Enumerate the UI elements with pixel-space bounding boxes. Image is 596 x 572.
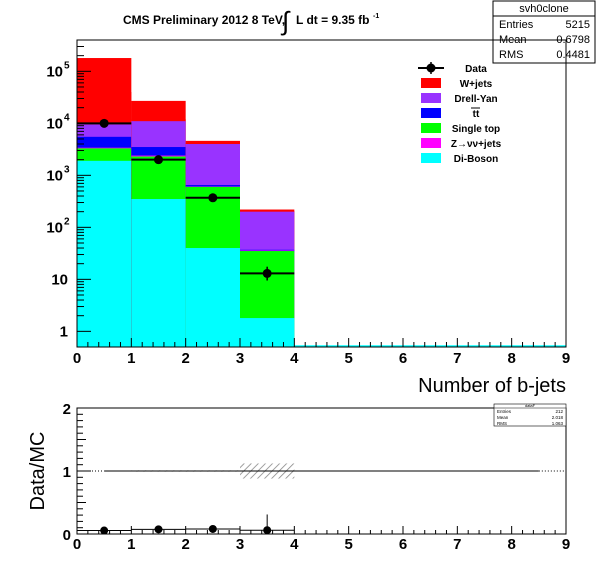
ratio-x-tick-label: 9 [562, 536, 570, 553]
y-tick-exponent: 5 [64, 60, 70, 71]
legend-swatch [421, 108, 441, 118]
small-stats-rms-value: 1.063 [552, 421, 564, 426]
chart-title: CMS Preliminary 2012 8 TeV, ∫ L dt = 9.3… [123, 6, 379, 36]
data-point [208, 193, 218, 203]
legend-data-marker [426, 63, 436, 73]
y-tick-exponent: 2 [64, 216, 70, 227]
data-point [99, 118, 109, 128]
title-right-text: L dt = 9.35 fb [296, 13, 369, 27]
legend-swatch [421, 123, 441, 133]
ratio-y-axis-title: Data/MC [27, 432, 49, 511]
ratio-y-tick-label: 2 [63, 401, 71, 418]
main-plot-frame [76, 39, 567, 348]
x-tick-label: 5 [344, 350, 352, 367]
small-stats-box: dataF Entries 212 Mean 2.018 RMS 1.063 [493, 403, 567, 427]
y-tick-label: 1 [60, 323, 68, 340]
ratio-y-tick-label: 1 [63, 464, 71, 481]
x-tick-label: 9 [562, 350, 570, 367]
data-points [77, 118, 295, 281]
stack-bar-di-boson [77, 160, 132, 347]
stats-rms-label: RMS [499, 49, 523, 61]
ratio-plot: 0 1 2 3 4 5 6 7 8 9 0 1 2 Data/MC dataF Entries 212… [27, 401, 570, 553]
legend-swatch [421, 138, 441, 148]
small-stats-mean-value: 2.018 [552, 415, 564, 420]
ratio-x-tick-label: 2 [181, 536, 189, 553]
ratio-points [77, 514, 295, 535]
y-tick-exponent: 3 [64, 164, 70, 175]
stats-entries-label: Entries [499, 19, 534, 31]
ratio-x-axis: 0 1 2 3 4 5 6 7 8 9 [73, 526, 570, 553]
small-stats-box-name: dataF [525, 403, 536, 408]
data-point [154, 155, 163, 165]
stats-box-name: svh0clone [519, 3, 569, 15]
stats-entries-value: 5215 [566, 19, 590, 31]
legend-label: Di-Boson [454, 154, 498, 165]
ratio-point [263, 526, 272, 535]
x-tick-label: 7 [453, 350, 461, 367]
legend-label: tt [473, 109, 480, 120]
ratio-x-tick-label: 1 [127, 536, 135, 553]
ratio-x-tick-label: 6 [399, 536, 407, 553]
stack-bar-di-boson [240, 318, 295, 347]
y-tick-label: 10 [46, 219, 63, 236]
x-tick-label: 0 [73, 350, 81, 367]
ratio-x-tick-label: 5 [344, 536, 352, 553]
small-stats-box-frame [493, 403, 567, 427]
x-axis-title: Number of b-jets [418, 375, 566, 397]
legend-label: W+jets [460, 79, 493, 90]
stats-rms-value: 0.4481 [556, 49, 590, 61]
ratio-x-tick-label: 7 [453, 536, 461, 553]
data-point [262, 268, 272, 278]
x-tick-label: 2 [181, 350, 189, 367]
legend-label: Z→νν+jets [451, 139, 502, 150]
y-tick-label: 10 [46, 115, 63, 132]
title-left-text: CMS Preliminary 2012 8 TeV, [123, 13, 285, 27]
legend-label: Data [465, 64, 487, 75]
y-tick-label: 10 [51, 271, 68, 288]
stack-bar-di-boson [185, 248, 240, 347]
ratio-y-tick-label: 0 [63, 527, 71, 544]
legend-swatch [421, 93, 441, 103]
x-tick-label: 1 [127, 350, 135, 367]
ratio-y-axis: 0 1 2 [63, 401, 91, 544]
ratio-point [208, 524, 217, 533]
integral-sign: ∫ [280, 6, 291, 36]
small-stats-rms-label: RMS [497, 421, 507, 426]
y-tick-label: 10 [46, 167, 63, 184]
stats-box: svh0clone Entries 5215 Mean 0.6798 RMS 0… [492, 0, 596, 64]
legend-label: Single top [452, 124, 500, 135]
ratio-point [100, 526, 109, 535]
stats-mean-value: 0.6798 [556, 34, 590, 46]
stats-box-frame [492, 0, 596, 64]
main-x-axis: 0 1 2 3 4 5 6 7 8 9 [73, 338, 570, 367]
ratio-x-tick-label: 8 [507, 536, 515, 553]
small-stats-mean-label: Mean [497, 415, 509, 420]
legend-swatch [421, 78, 441, 88]
y-tick-exponent: 4 [64, 112, 70, 123]
ratio-point [154, 525, 163, 534]
legend-swatch [421, 153, 441, 163]
ratio-x-tick-label: 4 [290, 536, 299, 553]
x-tick-label: 3 [236, 350, 244, 367]
legend: Data W+jets Drell-Yan tt Single top Z→νν+jets… [418, 62, 502, 165]
x-tick-label: 8 [507, 350, 515, 367]
y-tick-label: 10 [46, 63, 63, 80]
stack-bar-di-boson [131, 199, 186, 347]
x-tick-label: 4 [290, 350, 299, 367]
small-stats-entries-value: 212 [555, 409, 563, 414]
ratio-x-tick-label: 0 [73, 536, 81, 553]
ratio-x-tick-label: 3 [236, 536, 244, 553]
title-exponent: -1 [373, 13, 379, 20]
legend-label: Drell-Yan [454, 94, 497, 105]
small-stats-entries-label: Entries [497, 409, 512, 414]
x-tick-label: 6 [399, 350, 407, 367]
